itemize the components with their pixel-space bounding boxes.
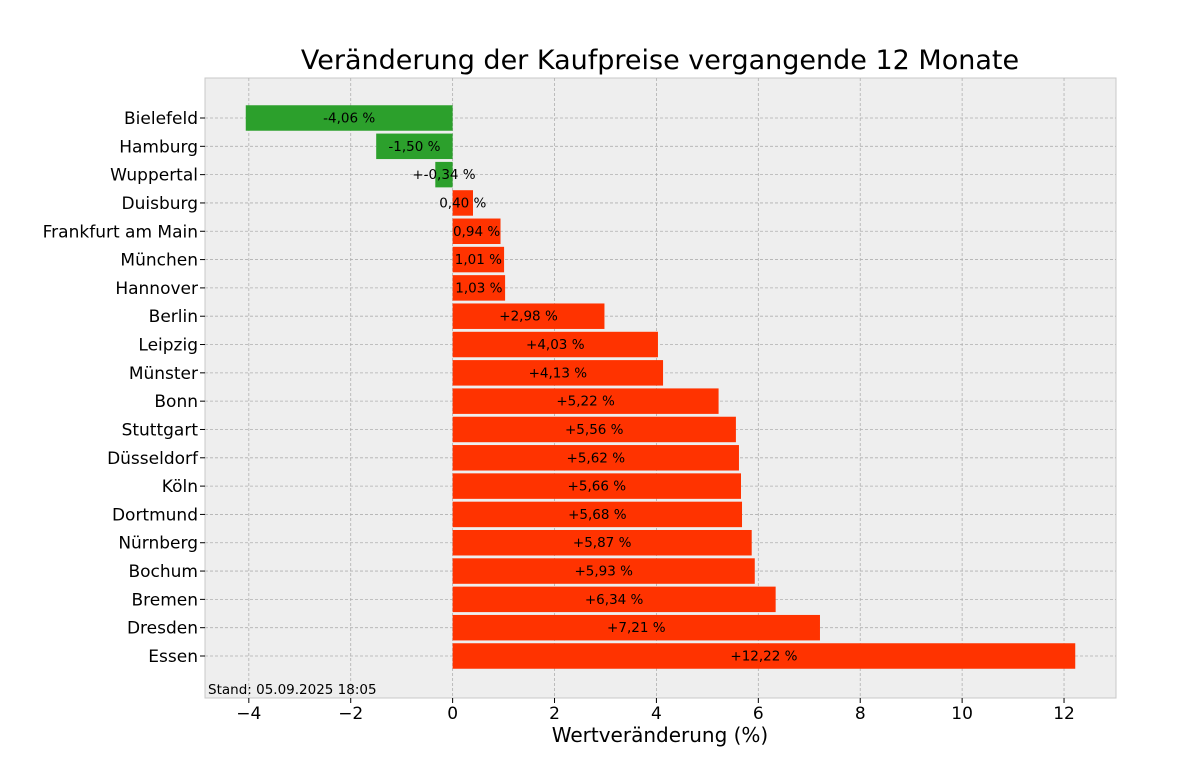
x-axis-ticks: −4 −2 0 2 4 6 8 10 12 — [236, 698, 1075, 724]
x-tick-label: 10 — [951, 704, 973, 724]
bar-value-label: 0,94 % — [453, 224, 500, 240]
x-tick-label: 0 — [447, 704, 458, 724]
bar-value-label: -1,50 % — [388, 139, 440, 155]
bar-bochum — [452, 558, 755, 584]
bar-duisburg — [452, 190, 474, 216]
bar-value-label: +5,93 % — [574, 564, 633, 580]
x-tick-label: 4 — [651, 704, 662, 724]
bar-düsseldorf — [452, 445, 739, 471]
y-tick-label: Köln — [162, 477, 198, 497]
bar-value-label: +4,13 % — [529, 365, 588, 381]
bar-value-label: +7,21 % — [607, 620, 666, 636]
bar-value-label: +2,98 % — [499, 309, 558, 325]
bar-frankfurt-am-main — [452, 218, 501, 245]
y-tick-label: Bochum — [128, 562, 198, 582]
bar-münchen — [452, 246, 505, 273]
bar-nürnberg — [452, 529, 752, 556]
bar-dresden — [452, 614, 820, 641]
bar-value-label: +5,62 % — [567, 450, 626, 466]
bar-stuttgart — [452, 416, 736, 443]
bar-berlin — [452, 303, 605, 329]
y-tick-label: Hannover — [115, 279, 198, 299]
x-tick-label: 8 — [855, 704, 866, 724]
x-axis-label: Wertveränderung (%) — [552, 723, 769, 747]
bar-bielefeld — [245, 105, 453, 131]
bar-value-label: 1,01 % — [455, 252, 502, 268]
timestamp-note: Stand: 05.09.2025 18:05 — [208, 682, 377, 698]
bar-hannover — [452, 275, 506, 301]
bar-wuppertal — [435, 161, 453, 188]
bar-essen — [452, 643, 1076, 669]
bar-value-label: +12,22 % — [730, 649, 797, 665]
chart-title: Veränderung der Kaufpreise vergangende 1… — [301, 45, 1019, 76]
y-tick-label: Berlin — [149, 307, 198, 327]
y-tick-label: Münster — [129, 364, 198, 384]
y-tick-label: Frankfurt am Main — [43, 222, 198, 242]
y-tick-label: Duisburg — [122, 194, 199, 214]
y-tick-label: Bremen — [131, 590, 198, 610]
y-tick-label: Bielefeld — [124, 109, 198, 129]
bar-bremen — [452, 586, 776, 613]
y-tick-label: Bonn — [154, 392, 198, 412]
bar-leipzig — [452, 331, 658, 358]
bar-value-label: +5,68 % — [568, 507, 627, 523]
y-tick-label: Dortmund — [112, 505, 198, 525]
bar-value-label: -4,06 % — [323, 111, 375, 127]
bar-labels: -4,06 % -1,50 % +-0,34 % 0,40 % 0,94 % 1,01 %… — [323, 111, 797, 665]
bar-hamburg — [376, 133, 453, 160]
bar-köln — [452, 473, 742, 499]
y-tick-label: Dresden — [127, 619, 198, 639]
bar-value-label: +4,03 % — [526, 337, 585, 353]
bar-value-label: +5,66 % — [568, 479, 627, 495]
bar-value-label: +-0,34 % — [412, 167, 476, 183]
y-tick-label: Stuttgart — [122, 420, 199, 440]
y-tick-label: Hamburg — [119, 137, 198, 157]
y-tick-label: Wuppertal — [110, 166, 198, 186]
bar-bonn — [452, 388, 719, 414]
y-tick-label: Essen — [148, 647, 198, 667]
bar-value-label: +5,56 % — [565, 422, 624, 438]
bar-value-label: 1,03 % — [455, 280, 502, 296]
bar-münster — [452, 360, 664, 386]
y-tick-label: Nürnberg — [118, 534, 198, 554]
y-tick-label: Leipzig — [138, 336, 198, 356]
bar-value-label: +6,34 % — [585, 592, 644, 608]
x-tick-label: 2 — [549, 704, 560, 724]
x-tick-label: −2 — [338, 704, 363, 724]
bar-value-label: +5,87 % — [573, 535, 632, 551]
x-tick-label: 12 — [1053, 704, 1075, 724]
x-tick-label: 6 — [753, 704, 764, 724]
y-axis-ticks: Bielefeld Hamburg Wuppertal Duisburg Frankfu… — [43, 109, 205, 667]
x-tick-label: −4 — [236, 704, 261, 724]
bar-value-label: 0,40 % — [439, 195, 486, 211]
bar-value-label: +5,22 % — [556, 394, 615, 410]
bar-dortmund — [452, 501, 743, 528]
y-tick-label: München — [120, 251, 198, 271]
bars — [245, 105, 1076, 669]
y-tick-label: Düsseldorf — [107, 449, 199, 469]
